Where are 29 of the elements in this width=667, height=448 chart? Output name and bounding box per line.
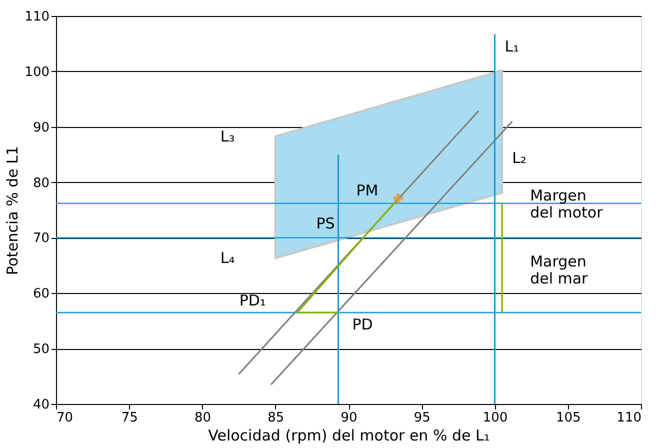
annotation: PD₁ (239, 292, 266, 310)
x-tick-label: 85 (268, 410, 284, 426)
annotation: PM (356, 181, 378, 200)
y-tick-label: 110 (24, 10, 50, 24)
annotation: L₃ (220, 127, 235, 146)
x-tick-label: 90 (340, 410, 358, 426)
y-axis-title: Potencia % de L1 (4, 146, 22, 276)
x-tick-label: 105 (556, 410, 581, 426)
y-tick-label: 60 (32, 286, 50, 302)
y-tick-label: 40 (32, 398, 50, 412)
x-tick-label: 95 (414, 410, 430, 426)
x-tick-label: 75 (121, 410, 138, 426)
annotation: Margen del motor (530, 186, 604, 222)
annotation: L₁ (504, 37, 520, 56)
x-tick-label: 100 (482, 410, 508, 426)
annotation: Margen del mar (530, 252, 589, 288)
x-tick-label: 110 (616, 410, 642, 426)
annotation: PD (352, 316, 373, 334)
y-tick-label: 50 (32, 342, 50, 358)
annotation: L₂ (512, 148, 526, 167)
y-tick-label: 90 (32, 120, 50, 136)
x-tick-label: 70 (56, 410, 74, 426)
y-tick-label: 80 (32, 176, 50, 191)
y-tick-label: 100 (24, 64, 50, 80)
annotation: PS (316, 214, 335, 233)
x-axis-title: Velocidad (rpm) del motor en % de L₁ (208, 426, 490, 444)
x-tick-label: 80 (194, 410, 212, 426)
y-tick-label: 70 (32, 231, 50, 246)
annotation: L₄ (220, 249, 235, 268)
